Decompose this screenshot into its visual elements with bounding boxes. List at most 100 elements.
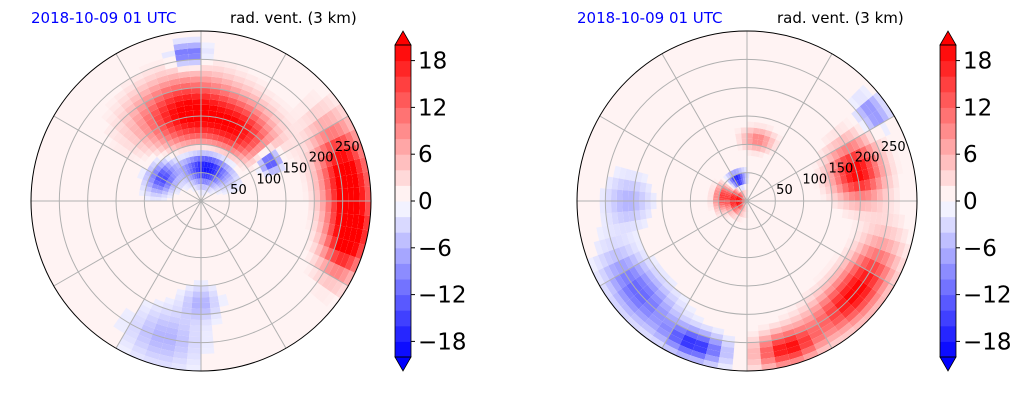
field-cell — [217, 173, 223, 180]
field-cell — [611, 177, 619, 190]
field-cell — [733, 208, 739, 214]
field-cell — [218, 299, 229, 308]
field-cell — [197, 190, 200, 196]
field-cell — [214, 177, 220, 184]
field-cell — [175, 54, 189, 62]
field-cell — [819, 266, 830, 278]
field-cell — [145, 313, 159, 324]
field-cell — [135, 308, 149, 320]
field-cell — [624, 168, 633, 181]
field-cell — [801, 344, 817, 356]
field-cell — [737, 179, 742, 186]
field-cell — [186, 182, 192, 188]
field-cell — [892, 174, 900, 189]
radial-gridline — [661, 115, 833, 287]
field-cell — [204, 185, 209, 191]
field-cell — [191, 87, 201, 94]
field-cell — [835, 135, 846, 148]
field-cell — [201, 325, 213, 332]
field-cell — [186, 36, 201, 43]
field-cell — [165, 326, 179, 335]
field-cell — [744, 206, 747, 213]
field-cell — [116, 109, 129, 121]
field-cell — [684, 329, 699, 340]
field-cell — [717, 215, 724, 221]
field-cell — [788, 350, 804, 360]
field-cell — [642, 284, 655, 298]
field-cell — [324, 141, 335, 155]
field-cell — [312, 119, 324, 133]
field-cell — [155, 197, 162, 201]
colorbar-level — [940, 169, 956, 186]
field-cell — [732, 182, 738, 188]
field-cell — [248, 93, 261, 103]
field-cell — [684, 304, 697, 314]
field-cell — [272, 94, 285, 106]
field-cell — [718, 198, 725, 201]
field-cell — [232, 187, 240, 193]
field-cell — [323, 234, 333, 248]
field-cell — [168, 315, 181, 324]
field-cell — [831, 313, 846, 327]
field-cell — [869, 211, 877, 224]
radial-tick-label: 150 — [829, 161, 854, 176]
field-cell — [616, 306, 631, 322]
field-cell — [211, 183, 218, 189]
field-cell — [201, 296, 210, 303]
field-cell — [872, 223, 881, 237]
field-cell — [735, 215, 740, 222]
field-cell — [830, 139, 841, 150]
field-cell — [170, 172, 177, 180]
field-cell — [232, 110, 242, 119]
field-cell — [868, 292, 882, 307]
field-cell — [202, 184, 206, 191]
field-cell — [163, 184, 171, 190]
field-cell — [122, 149, 132, 159]
field-cell — [167, 72, 180, 81]
field-cell — [892, 213, 900, 228]
field-cell — [622, 211, 630, 223]
field-cell — [718, 202, 725, 206]
field-cell — [630, 279, 643, 293]
field-cell — [120, 114, 132, 125]
field-cell — [160, 110, 170, 119]
field-cell — [198, 189, 201, 196]
field-cell — [202, 190, 206, 196]
field-cell — [209, 145, 216, 152]
field-cell — [821, 145, 831, 156]
field-cell — [863, 306, 878, 322]
field-cell — [870, 141, 881, 155]
field-cell — [293, 104, 306, 118]
field-cell — [593, 240, 604, 256]
colorbar-tick-label: 0 — [418, 189, 433, 215]
field-cell — [246, 98, 258, 108]
field-cell — [829, 262, 840, 274]
field-cell — [105, 112, 117, 125]
field-cell — [730, 170, 736, 177]
field-cell — [615, 234, 625, 248]
field-cell — [253, 153, 262, 162]
field-cell — [152, 328, 166, 338]
field-cell — [761, 362, 777, 371]
field-cell — [179, 117, 188, 125]
field-cell — [326, 277, 339, 293]
field-cell — [173, 124, 182, 132]
field-cell — [129, 349, 145, 361]
field-cell — [649, 335, 665, 349]
field-cell — [820, 135, 831, 146]
colorbar-tick-label: −18 — [963, 329, 1012, 355]
field-cell — [605, 176, 614, 190]
field-cell — [207, 121, 215, 129]
field-cell — [154, 323, 168, 333]
field-cell — [107, 139, 118, 150]
field-cell — [233, 75, 246, 84]
field-cell — [249, 112, 260, 123]
colorbar-level — [940, 91, 956, 108]
field-cell — [201, 155, 205, 162]
field-cell — [313, 256, 325, 269]
field-cell — [301, 182, 309, 193]
field-cell — [211, 157, 217, 164]
field-cell — [718, 201, 725, 204]
field-cell — [830, 252, 841, 263]
field-cell — [129, 93, 142, 104]
